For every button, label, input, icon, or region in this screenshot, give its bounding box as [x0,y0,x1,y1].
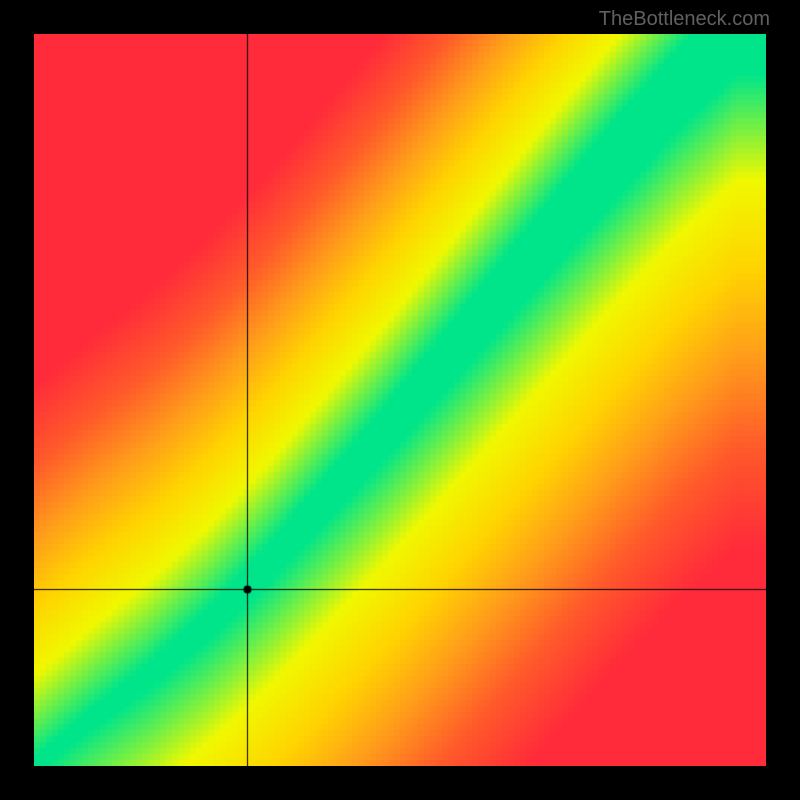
heatmap-plot [34,34,766,766]
heatmap-canvas [34,34,766,766]
watermark-text: TheBottleneck.com [599,8,770,31]
